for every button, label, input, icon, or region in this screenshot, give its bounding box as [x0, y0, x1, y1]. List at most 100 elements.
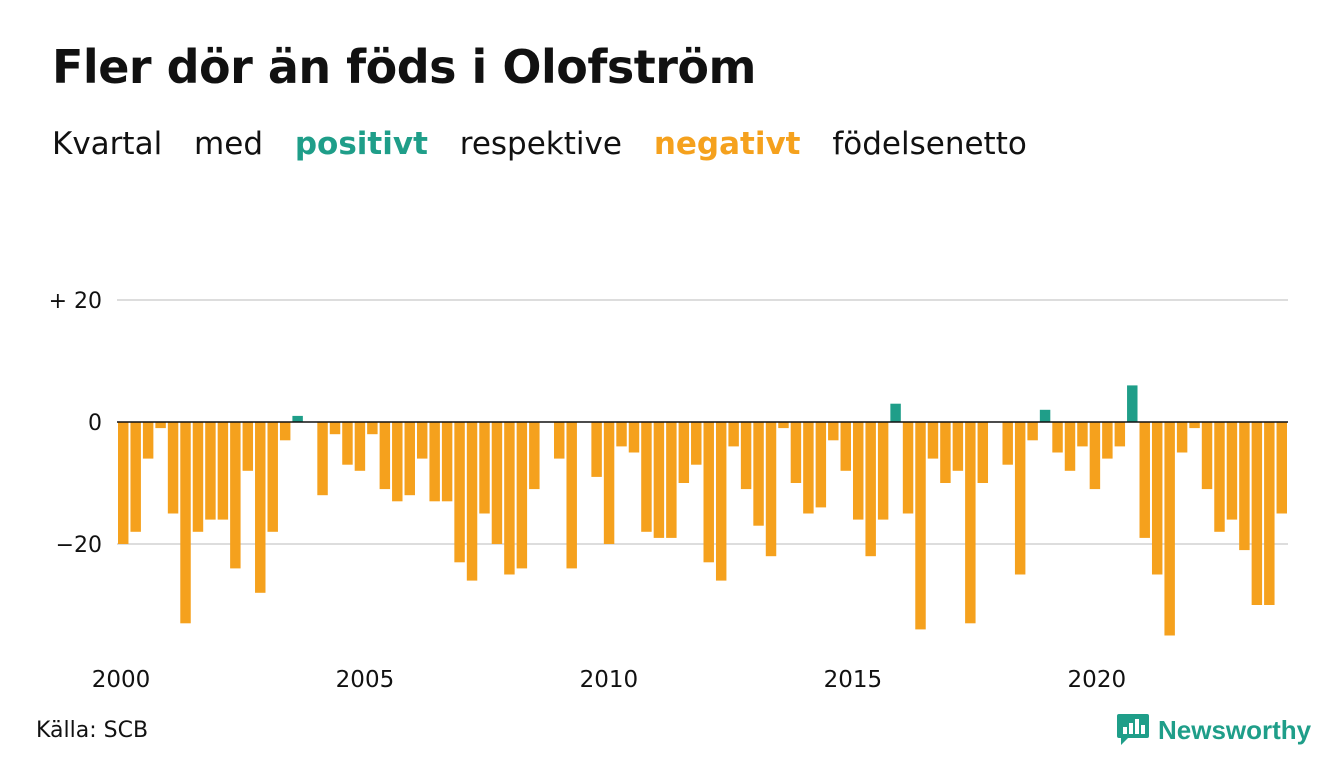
bar-negative	[952, 422, 964, 471]
bar-negative	[1077, 422, 1088, 447]
x-tick-label: 2005	[336, 667, 395, 693]
bar-negative	[852, 422, 864, 520]
bar-negative	[516, 422, 528, 569]
bar-negative	[977, 422, 989, 483]
bar-negative	[342, 422, 353, 465]
subtitle-word-med: med	[194, 126, 263, 162]
x-tick-label: 2010	[580, 667, 639, 693]
y-tick-label: 0	[88, 411, 102, 436]
bar-negative	[429, 422, 440, 502]
bar-negative	[242, 422, 254, 471]
bar-negative	[653, 422, 665, 538]
bar-negative	[753, 422, 764, 526]
bar-negative	[217, 422, 229, 520]
bar-negative	[167, 422, 179, 514]
bar-negative	[142, 422, 154, 459]
bar-negative	[915, 422, 926, 630]
bar-negative	[603, 422, 615, 544]
bar-negative	[678, 422, 690, 483]
brand-name: Newsworthy	[1158, 714, 1312, 745]
y-tick-label: + 20	[49, 289, 102, 314]
bar-negative	[927, 422, 939, 459]
bar-negative	[840, 422, 851, 471]
bar-negative	[1264, 422, 1275, 605]
bar-negative	[703, 422, 714, 563]
bar-negative	[1164, 422, 1175, 636]
subtitle-word-negativt: negativt	[653, 126, 801, 162]
bar-negative	[691, 422, 702, 465]
bar-negative	[1201, 422, 1213, 490]
bar-negative	[765, 422, 777, 557]
bar-negative	[616, 422, 627, 447]
bar-negative	[740, 422, 752, 490]
bar-negative	[1189, 422, 1200, 429]
bar-chart: + 20 0 −20 2000 2005 2010 2015 2020	[49, 289, 1288, 693]
chart-subtitle: Kvartal med positivt respektive negativt…	[52, 126, 1049, 162]
bar-negative	[1214, 422, 1225, 532]
bar-negative	[192, 422, 204, 532]
subtitle-word-fodelsenetto: födelsenetto	[832, 126, 1027, 162]
bar-negative	[1226, 422, 1238, 520]
bar-negative	[790, 422, 802, 483]
bar-negative	[1151, 422, 1163, 575]
bar-negative	[1027, 422, 1038, 441]
bars	[118, 385, 1287, 636]
x-tick-label: 2020	[1068, 667, 1127, 693]
bar-negative	[1251, 422, 1263, 605]
bar-negative	[367, 422, 378, 435]
bar-negative	[865, 422, 876, 557]
bar-negative	[329, 422, 341, 435]
bar-negative	[317, 422, 328, 496]
bar-negative	[118, 422, 129, 544]
bar-negative	[404, 422, 415, 496]
bar-negative	[554, 422, 565, 459]
bar-negative	[1014, 422, 1026, 575]
newsworthy-logo: Newsworthy	[1116, 712, 1311, 748]
bar-negative	[479, 422, 490, 514]
bar-negative	[628, 422, 640, 453]
bar-negative	[940, 422, 951, 483]
bar-positive	[1039, 409, 1051, 422]
bar-negative	[877, 422, 889, 520]
bar-negative	[466, 422, 478, 581]
bar-negative	[454, 422, 465, 563]
subtitle-word-kvartal: Kvartal	[52, 126, 163, 162]
bar-negative	[504, 422, 515, 575]
bar-negative	[491, 422, 503, 544]
bar-negative	[205, 422, 216, 520]
chart-title: Fler dör än föds i Olofström	[52, 40, 756, 94]
bar-negative	[1176, 422, 1188, 453]
bar-negative	[416, 422, 428, 459]
bar-negative	[778, 422, 789, 429]
bar-negative	[815, 422, 827, 508]
bar-positive	[292, 415, 303, 422]
x-tick-label: 2015	[824, 667, 883, 693]
bar-negative	[1089, 422, 1101, 490]
bar-negative	[828, 422, 839, 441]
bar-negative	[155, 422, 166, 429]
bar-negative	[1139, 422, 1150, 538]
bar-negative	[130, 422, 141, 532]
bar-negative	[529, 422, 540, 490]
bar-negative	[1064, 422, 1076, 471]
bar-negative	[1276, 422, 1287, 514]
bar-negative	[379, 422, 391, 490]
bar-negative	[715, 422, 727, 581]
x-tick-label: 2000	[92, 667, 151, 693]
bar-negative	[1052, 422, 1063, 453]
bar-negative	[1114, 422, 1126, 447]
y-tick-label: −20	[56, 533, 102, 558]
bar-negative	[1102, 422, 1113, 459]
bar-negative	[1239, 422, 1250, 551]
axes: + 20 0 −20 2000 2005 2010 2015 2020	[49, 289, 1288, 693]
bar-negative	[267, 422, 278, 532]
bar-negative	[354, 422, 366, 471]
bar-negative	[566, 422, 577, 569]
grid-lines	[117, 299, 1288, 545]
subtitle-word-positivt: positivt	[294, 126, 428, 162]
bar-negative	[279, 422, 291, 441]
bar-negative	[255, 422, 266, 593]
bar-negative	[180, 422, 191, 624]
bar-negative	[591, 422, 602, 477]
bar-negative	[441, 422, 453, 502]
